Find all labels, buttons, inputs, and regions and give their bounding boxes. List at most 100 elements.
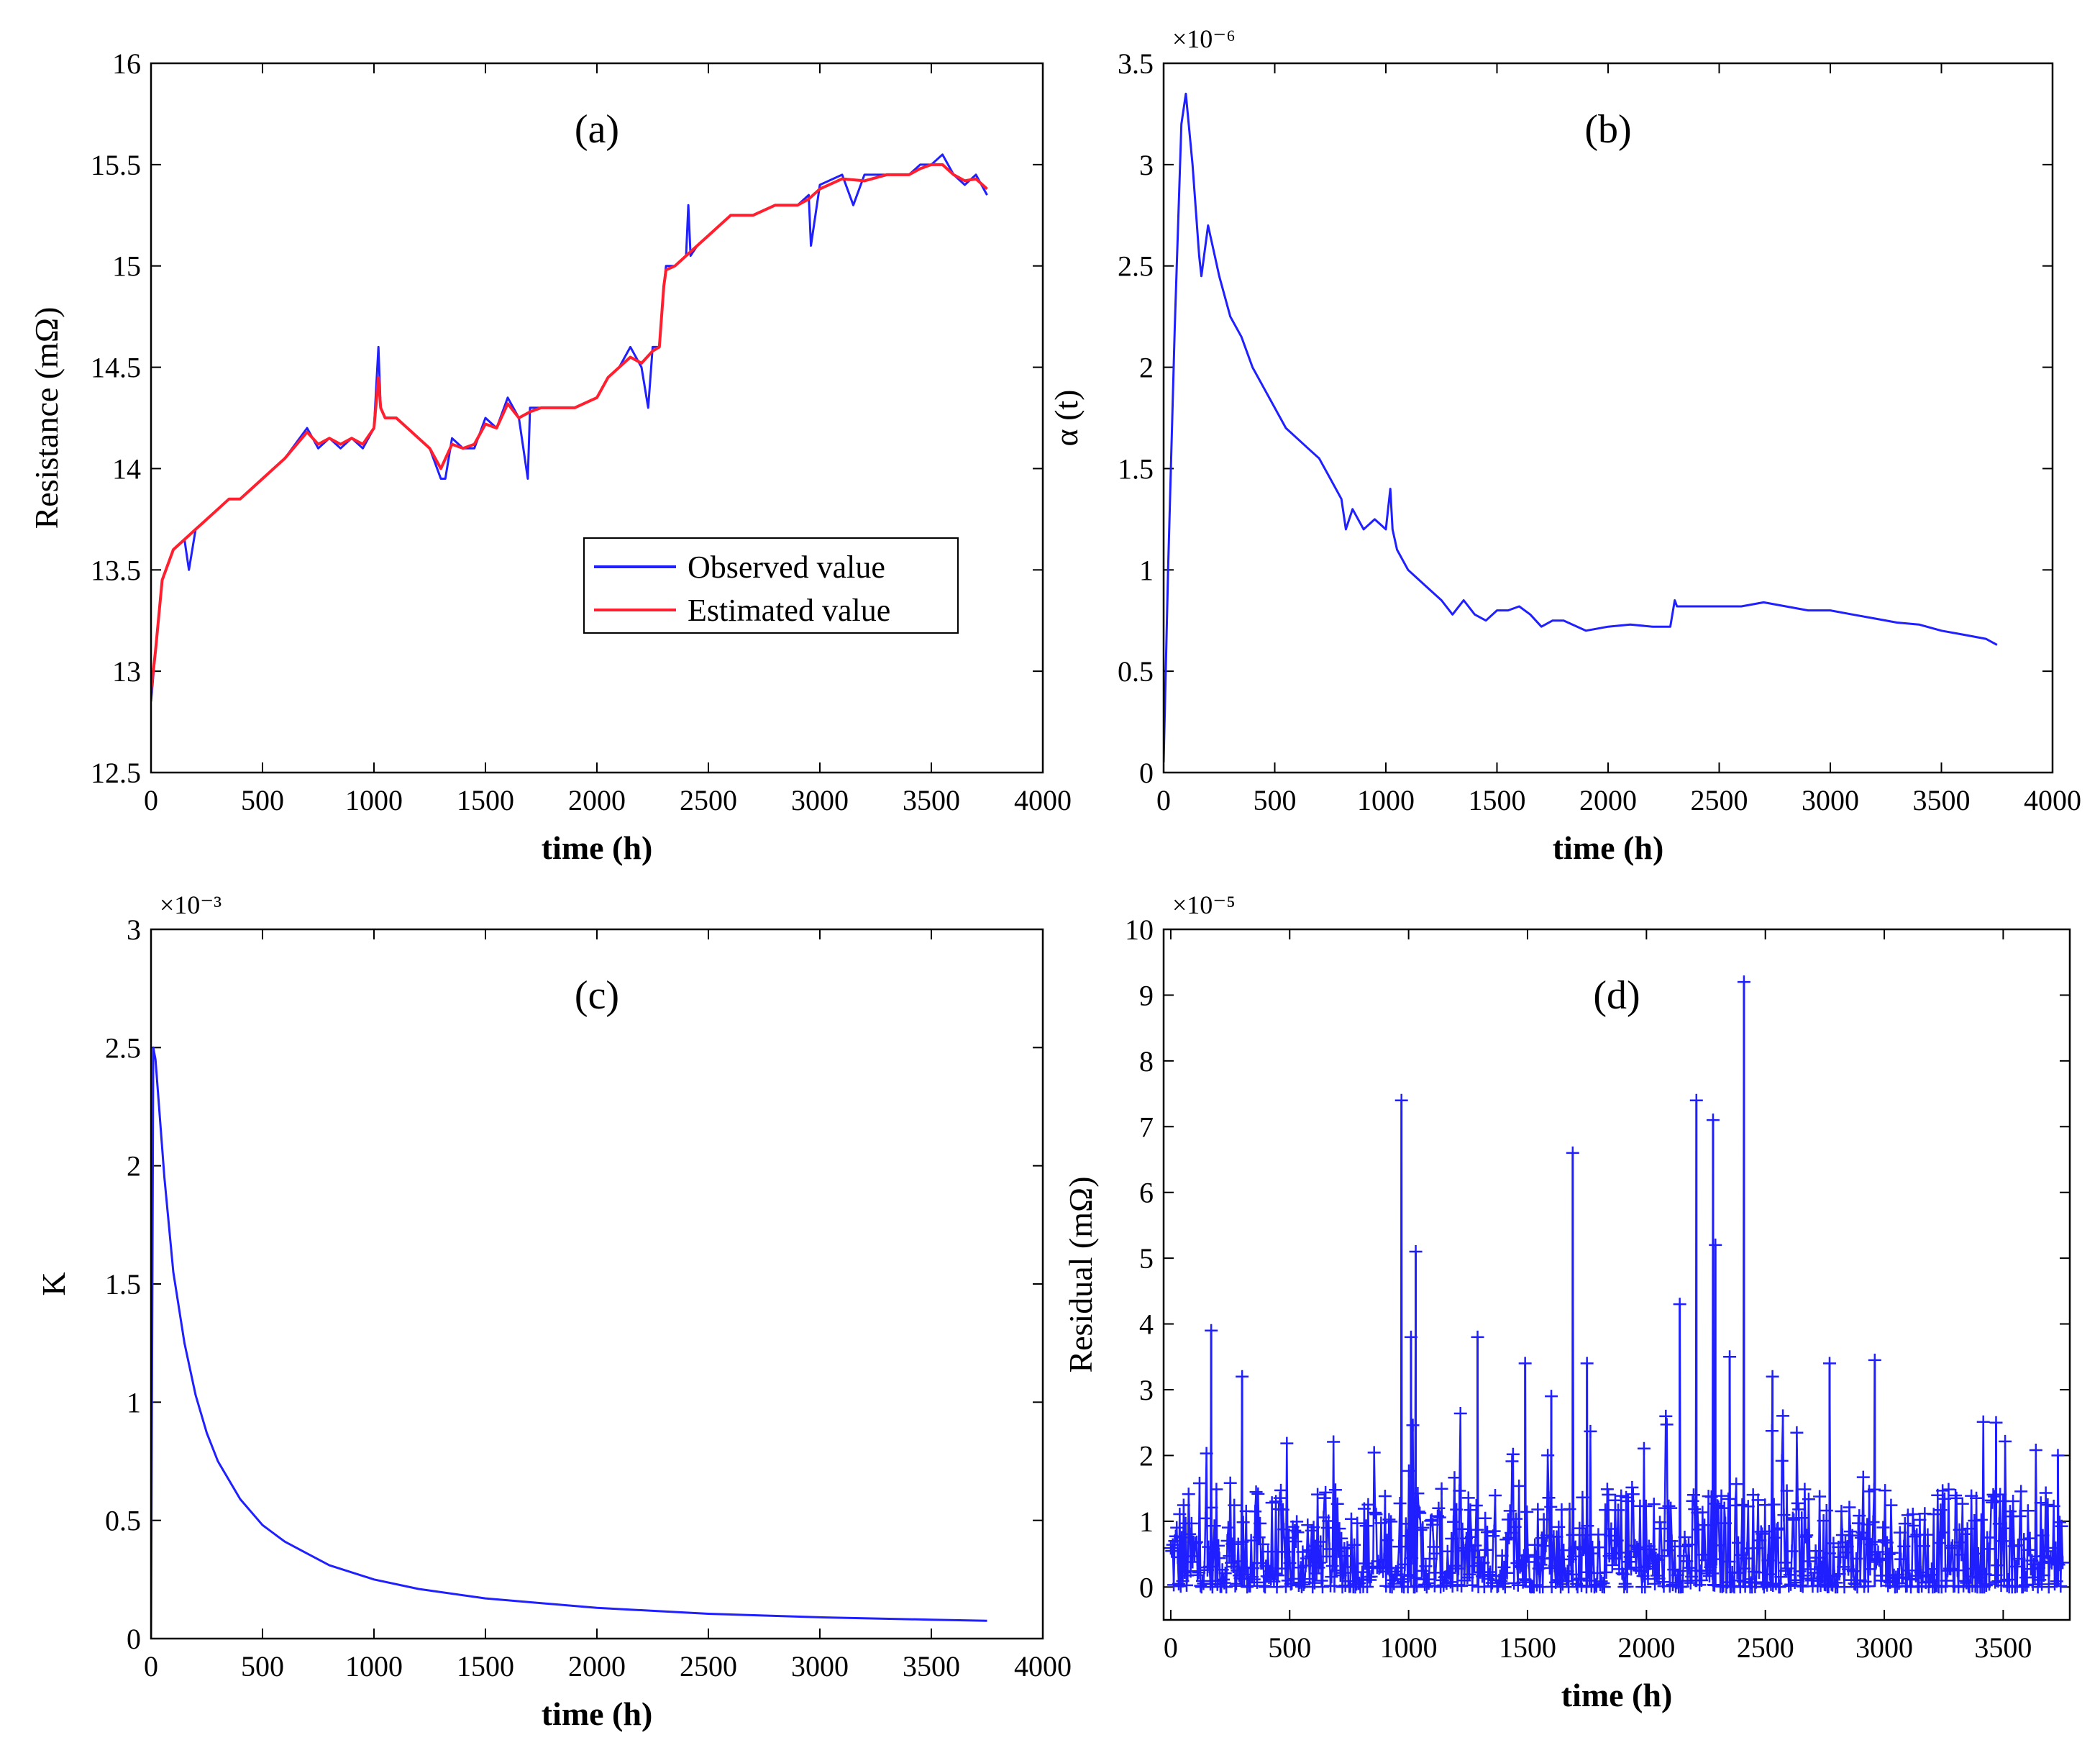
residual-marker (1991, 1559, 2004, 1572)
residual-marker (1790, 1426, 1804, 1439)
residual-marker (1992, 1517, 2006, 1531)
axis-multiplier: ×10⁻⁵ (1172, 891, 1236, 919)
residual-marker (1838, 1580, 1851, 1594)
residual-marker (1489, 1489, 1502, 1503)
residual-marker (1411, 1487, 1425, 1500)
axes-frame (1162, 928, 2071, 1621)
residual-marker (1660, 1418, 1674, 1431)
residual-marker (1315, 1580, 1329, 1594)
residual-marker (1304, 1549, 1318, 1563)
residual-marker (1599, 1503, 1612, 1517)
residual-marker (1346, 1560, 1359, 1574)
residual-marker (1529, 1550, 1543, 1564)
residual-marker (1966, 1562, 1980, 1575)
residual-marker (1792, 1503, 1806, 1516)
residual-marker (1642, 1539, 1656, 1553)
residual-marker (1866, 1515, 1880, 1529)
residual-marker (1876, 1521, 1890, 1534)
residual-marker (1531, 1503, 1545, 1516)
residual-marker (1955, 1497, 1969, 1511)
residual-marker (1653, 1516, 1667, 1529)
y-tick-label: 1 (127, 1386, 141, 1418)
residual-marker (1426, 1518, 1440, 1531)
y-tick-label: 8 (1139, 1045, 1154, 1078)
residual-marker (1945, 1539, 1959, 1552)
panel-d: 0 500 1000 1500 2000 2500 3000 3500 0 1 2 3 4 5 6 7 8 9 10… (1062, 891, 2071, 1713)
residual-marker (1542, 1491, 1556, 1505)
residual-marker (1333, 1568, 1347, 1582)
x-tick-label: 3500 (903, 784, 960, 816)
residual-marker (1571, 1573, 1585, 1587)
residual-marker (2036, 1529, 2050, 1542)
residual-marker (1955, 1548, 1968, 1562)
series-line-1 (151, 163, 988, 692)
residual-marker (1795, 1511, 1809, 1525)
residual-marker (1942, 1483, 1955, 1496)
residual-marker (2012, 1552, 2026, 1566)
legend-label: Observed value (688, 550, 885, 585)
legend: Observed value Estimated value (583, 537, 959, 634)
residual-marker (1917, 1539, 1930, 1553)
y-tick-label: 3 (127, 914, 141, 946)
residual-marker (1646, 1562, 1660, 1575)
residual-marker (1753, 1534, 1767, 1547)
residual-marker (1243, 1579, 1257, 1593)
residual-marker (2042, 1580, 2055, 1594)
residual-marker (1944, 1562, 1958, 1576)
residual-marker (1800, 1529, 1814, 1542)
residual-marker (1258, 1580, 1272, 1594)
residual-marker (1584, 1424, 1597, 1438)
residual-marker (1808, 1566, 1822, 1580)
residual-marker (1802, 1493, 1815, 1506)
residual-marker (1664, 1501, 1678, 1515)
x-axis-label: time (h) (542, 829, 653, 866)
residual-marker (1791, 1496, 1804, 1510)
residual-marker (1495, 1549, 1509, 1562)
residual-marker (1787, 1513, 1801, 1526)
residual-marker (1631, 1542, 1645, 1556)
residual-marker (1881, 1579, 1895, 1593)
residual-marker (1369, 1506, 1382, 1520)
residual-marker (1302, 1544, 1315, 1557)
x-axis-label: time (h) (1553, 829, 1664, 866)
plot-area (151, 1046, 987, 1639)
residual-marker (2001, 1573, 2015, 1586)
residual-marker (1256, 1537, 1270, 1551)
panel-title: (d) (1593, 973, 1640, 1018)
x-tick-label: 1000 (1380, 1631, 1438, 1664)
residual-marker (1958, 1527, 1972, 1541)
residual-marker (2037, 1569, 2050, 1582)
residual-marker (1780, 1484, 1794, 1498)
residual-marker (1213, 1552, 1226, 1565)
residual-marker (1999, 1434, 2012, 1448)
x-tick-label: 1000 (345, 1650, 403, 1682)
residual-marker (1604, 1529, 1617, 1543)
residual-marker (1613, 1546, 1627, 1559)
residual-marker (1688, 1502, 1702, 1516)
residual-marker (1184, 1516, 1198, 1530)
residual-marker (1630, 1541, 1644, 1554)
residual-marker (1448, 1471, 1461, 1485)
residual-marker (1268, 1567, 1282, 1580)
residual-marker (1361, 1580, 1374, 1593)
residual-marker (1320, 1549, 1333, 1563)
residual-marker (1600, 1483, 1614, 1496)
residual-marker (1254, 1516, 1267, 1530)
x-tick-label: 1000 (345, 784, 403, 816)
residual-marker (1190, 1535, 1203, 1549)
residual-marker (1976, 1415, 1990, 1429)
residual-marker (1406, 1418, 1420, 1432)
residual-marker (1597, 1580, 1611, 1594)
residual-marker (1171, 1550, 1184, 1564)
y-axis-label: α (t) (1048, 389, 1085, 446)
x-tick-label: 2000 (568, 784, 626, 816)
residual-marker (1183, 1527, 1197, 1541)
residual-marker (1686, 1488, 1700, 1502)
residual-marker (2049, 1541, 2063, 1554)
residual-marker (1813, 1490, 1827, 1503)
residual-marker (1244, 1534, 1258, 1547)
residual-marker (1861, 1518, 1874, 1531)
residual-marker (2014, 1485, 2028, 1498)
x-tick-label: 1000 (1357, 784, 1415, 816)
residual-marker (1940, 1574, 1953, 1588)
